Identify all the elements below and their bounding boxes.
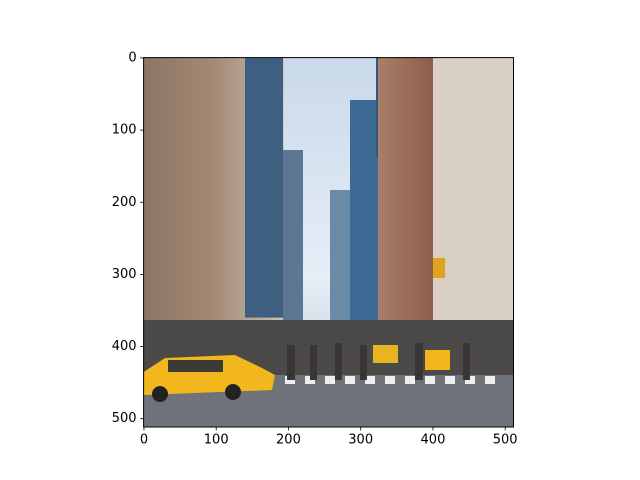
photo — [143, 57, 514, 427]
x-tick-label: 100 — [204, 433, 229, 448]
x-tick-label: 400 — [421, 433, 446, 448]
y-tick-label: 200 — [112, 195, 137, 210]
x-tick-label: 0 — [140, 433, 148, 448]
y-tick-label: 500 — [112, 411, 137, 426]
x-tick-label: 500 — [493, 433, 518, 448]
x-tick-label: 300 — [348, 433, 373, 448]
x-tick-label: 200 — [276, 433, 301, 448]
y-tick-label: 300 — [112, 267, 137, 282]
y-tick-label: 100 — [112, 123, 137, 138]
axes-frame — [143, 57, 514, 428]
y-tick-label: 400 — [112, 339, 137, 354]
y-tick-label: 0 — [128, 50, 136, 65]
